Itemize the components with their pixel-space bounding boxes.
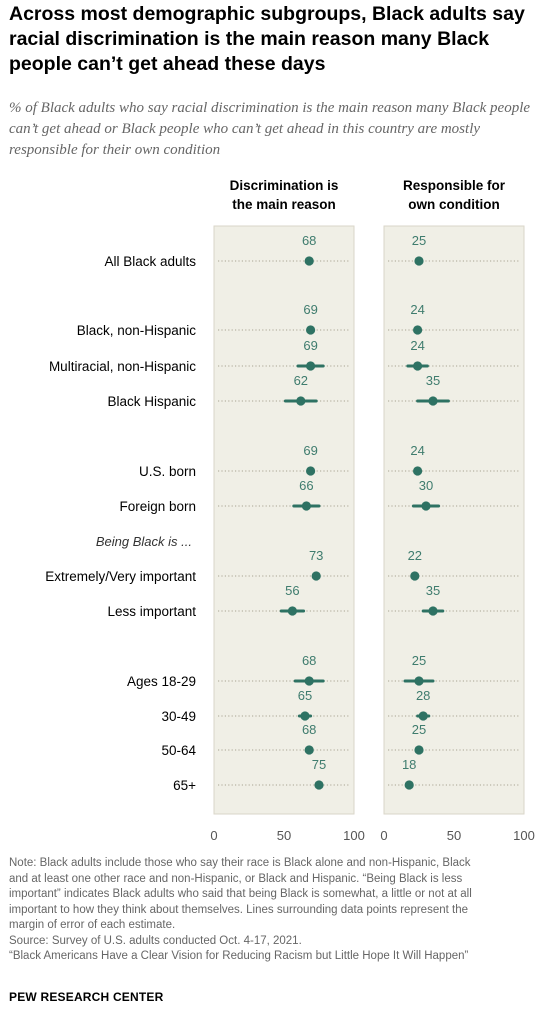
x-tick-label: 50 [277, 828, 291, 843]
panel-header-responsible: Responsible for own condition [384, 176, 524, 214]
chart-subtitle: % of Black adults who say racial discrim… [9, 100, 531, 158]
note-line: margin of error of each estimate. [9, 919, 176, 931]
panel-header-line: the main reason [232, 197, 336, 212]
data-point [414, 745, 424, 755]
data-point [314, 780, 324, 790]
data-label: 75 [312, 757, 326, 772]
panel-header-line: Responsible for [402, 178, 505, 193]
source-line: Source: Survey of U.S. adults conducted … [9, 934, 302, 947]
data-point [413, 325, 423, 335]
data-point [311, 571, 321, 581]
x-tick-label: 100 [513, 828, 535, 843]
row-label: Black, non-Hispanic [77, 323, 197, 338]
note-line: important to how they think about themse… [9, 903, 468, 916]
data-label: 66 [299, 478, 313, 493]
data-point [414, 256, 424, 266]
row-label: All Black adults [104, 254, 196, 269]
data-point [304, 745, 314, 755]
row-label: Ages 18-29 [127, 674, 196, 689]
x-tick-label: 0 [380, 828, 387, 843]
data-point [404, 780, 414, 790]
data-label: 24 [410, 338, 424, 353]
data-point [304, 256, 314, 266]
row-label: Less important [107, 604, 196, 619]
data-label: 73 [309, 548, 323, 563]
data-label: 69 [303, 338, 317, 353]
note-line: important” indicates Black adults who sa… [9, 888, 472, 900]
data-point [304, 676, 314, 686]
data-point [410, 571, 420, 581]
data-label: 65 [298, 688, 312, 703]
data-label: 69 [303, 302, 317, 317]
panel-background [213, 225, 355, 815]
row-label: U.S. born [139, 464, 196, 479]
data-label: 62 [294, 373, 308, 388]
row-label: Being Black is ... [96, 534, 192, 549]
data-label: 68 [302, 233, 316, 248]
data-point [296, 396, 306, 406]
data-label: 30 [419, 478, 433, 493]
data-point [306, 361, 316, 371]
note-line: and at least one other race and non-Hisp… [9, 872, 463, 885]
x-tick-label: 0 [210, 828, 217, 843]
data-label: 28 [416, 688, 430, 703]
data-point [306, 325, 316, 335]
data-point [413, 361, 423, 371]
row-label: Black Hispanic [107, 394, 196, 409]
row-label: 30-49 [161, 709, 196, 724]
data-label: 68 [302, 653, 316, 668]
row-label: 50-64 [161, 743, 196, 758]
pew-logo-text: PEW RESEARCH CENTER [9, 990, 164, 1004]
chart-note: Note: Black adults include those who say… [9, 856, 545, 965]
panel-header-discrimination: Discrimination is the main reason [214, 176, 354, 214]
data-point [418, 711, 428, 721]
data-point [300, 711, 310, 721]
x-tick-label: 100 [343, 828, 365, 843]
panel-header-line: own condition [408, 197, 500, 212]
data-point [301, 501, 311, 511]
data-point [421, 501, 431, 511]
data-point [287, 606, 297, 616]
row-label: Multiracial, non-Hispanic [49, 359, 196, 374]
data-label: 69 [303, 443, 317, 458]
row-label: 65+ [173, 778, 196, 793]
data-point [413, 466, 423, 476]
data-label: 56 [285, 583, 299, 598]
data-label: 18 [402, 757, 416, 772]
data-point [414, 676, 424, 686]
data-label: 68 [302, 722, 316, 737]
data-label: 35 [426, 583, 440, 598]
panel-header-line: Discrimination is [229, 178, 339, 193]
row-label: Extremely/Very important [45, 569, 196, 584]
data-point [428, 606, 438, 616]
data-label: 22 [408, 548, 422, 563]
data-label: 24 [410, 443, 424, 458]
note-line: Note: Black adults include those who say… [9, 857, 471, 869]
data-label: 25 [412, 653, 426, 668]
chart-title: Across most demographic subgroups, Black… [9, 3, 525, 75]
x-tick-label: 50 [447, 828, 461, 843]
report-title-line: “Black Americans Have a Clear Vision for… [9, 950, 469, 962]
data-point [428, 396, 438, 406]
data-label: 24 [410, 302, 424, 317]
data-point [306, 466, 316, 476]
panel-background [383, 225, 525, 815]
row-label: Foreign born [119, 499, 196, 514]
data-label: 25 [412, 722, 426, 737]
data-label: 35 [426, 373, 440, 388]
data-label: 25 [412, 233, 426, 248]
